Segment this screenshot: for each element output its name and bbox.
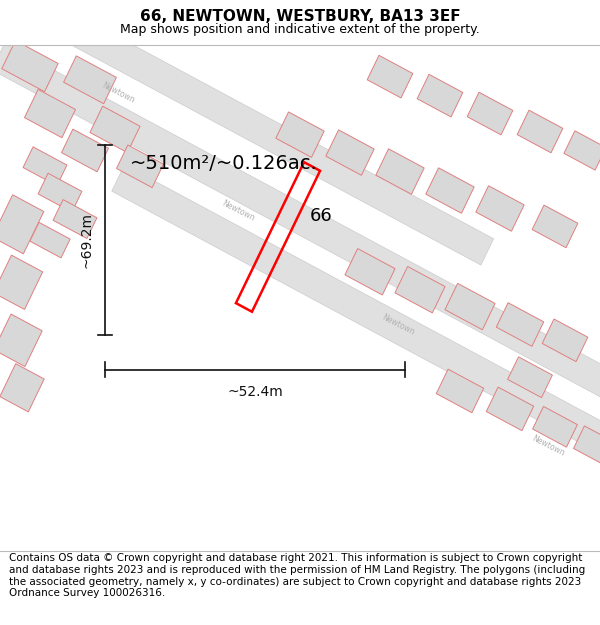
Polygon shape: [574, 426, 600, 466]
Text: 66, NEWTOWN, WESTBURY, BA13 3EF: 66, NEWTOWN, WESTBURY, BA13 3EF: [140, 9, 460, 24]
Polygon shape: [345, 249, 395, 295]
Text: ~52.4m: ~52.4m: [227, 384, 283, 399]
Polygon shape: [0, 195, 44, 254]
Polygon shape: [376, 149, 424, 194]
Polygon shape: [508, 357, 553, 398]
Polygon shape: [436, 369, 484, 413]
Polygon shape: [0, 255, 43, 309]
Polygon shape: [0, 364, 44, 412]
Polygon shape: [476, 186, 524, 231]
Polygon shape: [426, 168, 474, 213]
Polygon shape: [62, 129, 109, 172]
Polygon shape: [112, 165, 600, 526]
Polygon shape: [25, 89, 76, 138]
Polygon shape: [0, 0, 494, 265]
Polygon shape: [486, 387, 534, 431]
Polygon shape: [533, 406, 577, 447]
Text: Newtown: Newtown: [220, 199, 256, 222]
Polygon shape: [542, 319, 588, 362]
Polygon shape: [532, 205, 578, 248]
Text: ~510m²/~0.126ac.: ~510m²/~0.126ac.: [130, 154, 318, 173]
Polygon shape: [30, 222, 70, 258]
Polygon shape: [38, 173, 82, 212]
Text: 66: 66: [310, 207, 333, 225]
Polygon shape: [64, 56, 116, 104]
Polygon shape: [367, 56, 413, 98]
Polygon shape: [0, 44, 600, 405]
Polygon shape: [496, 302, 544, 346]
Polygon shape: [0, 314, 42, 366]
Text: Newtown: Newtown: [100, 81, 136, 104]
Polygon shape: [517, 110, 563, 152]
Text: ~69.2m: ~69.2m: [79, 212, 93, 268]
Text: Newtown: Newtown: [380, 312, 416, 336]
Text: Map shows position and indicative extent of the property.: Map shows position and indicative extent…: [120, 23, 480, 36]
Polygon shape: [53, 199, 97, 239]
Polygon shape: [23, 147, 67, 186]
Polygon shape: [2, 41, 58, 92]
Polygon shape: [90, 106, 140, 152]
Polygon shape: [467, 92, 513, 135]
Polygon shape: [326, 130, 374, 175]
Polygon shape: [116, 145, 163, 188]
Text: Newtown: Newtown: [530, 434, 566, 458]
Polygon shape: [395, 266, 445, 313]
Text: Contains OS data © Crown copyright and database right 2021. This information is : Contains OS data © Crown copyright and d…: [9, 554, 585, 598]
Polygon shape: [276, 112, 324, 158]
Polygon shape: [445, 283, 495, 330]
Polygon shape: [564, 131, 600, 170]
Polygon shape: [417, 74, 463, 117]
